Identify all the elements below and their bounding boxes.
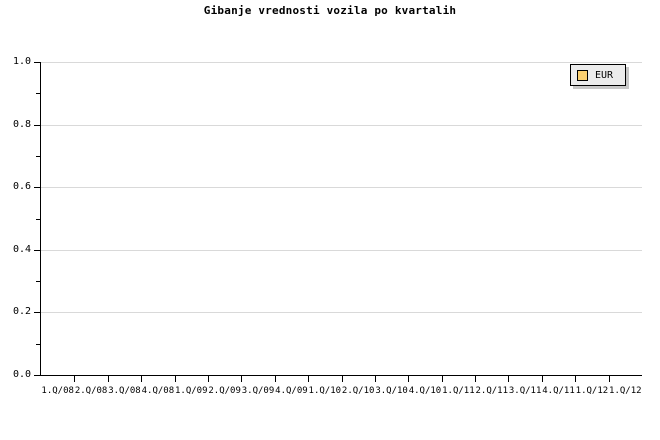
x-axis-tick (74, 376, 75, 382)
x-axis-tick-label: 1.Q/08 (41, 386, 74, 396)
legend-swatch-eur (577, 69, 588, 81)
legend[interactable]: EUR (570, 64, 626, 86)
x-axis-tick-label: 3.Q/10 (375, 386, 408, 396)
x-axis-tick (275, 376, 276, 382)
x-axis-tick-label: 4.Q/09 (275, 386, 308, 396)
x-axis-tick (542, 376, 543, 382)
x-axis-tick (442, 376, 443, 382)
y-axis-tick (34, 312, 41, 314)
y-axis-minor-tick (36, 218, 41, 220)
x-axis-tick-label: 2.Q/08 (74, 386, 108, 396)
x-axis-tick-label: 1.Q/12 (575, 386, 609, 396)
x-axis-tick-label: 1.Q/11 (442, 386, 475, 396)
legend-label-eur: EUR (595, 69, 614, 81)
y-axis-tick-label: 0.6 (12, 181, 31, 193)
x-axis-tick (575, 376, 576, 382)
x-axis-tick-label: 1.Q/09 (174, 386, 208, 396)
y-axis-tick (34, 187, 41, 189)
x-axis-tick-label: 2.Q/10 (341, 386, 375, 396)
x-axis-tick (375, 376, 376, 382)
x-axis-tick (175, 376, 176, 382)
x-axis-tick-label: 1.Q/12 (609, 386, 642, 396)
x-axis-tick (108, 376, 109, 382)
x-axis-tick-label: 3.Q/09 (241, 386, 275, 396)
x-axis-tick-label: 4.Q/10 (408, 386, 442, 396)
y-axis-tick-label: 0.2 (12, 306, 31, 318)
y-axis-tick (34, 62, 41, 63)
x-axis-tick (475, 376, 476, 382)
x-axis-tick (342, 376, 343, 382)
y-axis-tick (34, 124, 41, 126)
x-axis-tick-label: 2.Q/09 (208, 386, 241, 396)
gridline (41, 312, 642, 314)
x-axis-tick-label: 4.Q/11 (542, 386, 575, 396)
y-axis-tick-label: 0.8 (12, 118, 31, 130)
x-axis-tick (208, 376, 209, 382)
gridline (41, 249, 642, 251)
y-axis-minor-tick (36, 93, 41, 95)
gridline (41, 124, 642, 126)
plot-area (41, 62, 642, 375)
x-axis-tick (609, 376, 610, 382)
y-axis-tick-label: 1.0 (12, 56, 31, 67)
y-axis-minor-tick (36, 281, 41, 283)
x-axis-tick-label: 3.Q/11 (508, 386, 542, 396)
y-axis-tick-label: 0.4 (12, 243, 31, 255)
x-axis-tick (241, 376, 242, 382)
chart-title: Gibanje vrednosti vozila po kvartalih (203, 4, 457, 17)
x-axis-tick (141, 376, 142, 382)
x-axis-tick (308, 376, 309, 382)
y-axis-minor-tick (36, 343, 41, 345)
y-axis-tick-label: 0.0 (12, 369, 31, 380)
y-axis-tick (34, 249, 41, 251)
x-axis-tick-label: 1.Q/10 (308, 386, 342, 396)
x-axis-tick (408, 376, 409, 382)
y-axis-minor-tick (36, 155, 41, 157)
x-axis-tick-label: 3.Q/08 (108, 386, 141, 396)
x-axis-tick-label: 4.Q/08 (141, 386, 175, 396)
y-axis-tick (34, 375, 41, 376)
x-axis-line (40, 375, 642, 376)
x-axis-tick (508, 376, 509, 382)
x-axis-tick-label: 2.Q/11 (475, 386, 509, 396)
gridline (41, 62, 642, 63)
gridline (41, 187, 642, 189)
